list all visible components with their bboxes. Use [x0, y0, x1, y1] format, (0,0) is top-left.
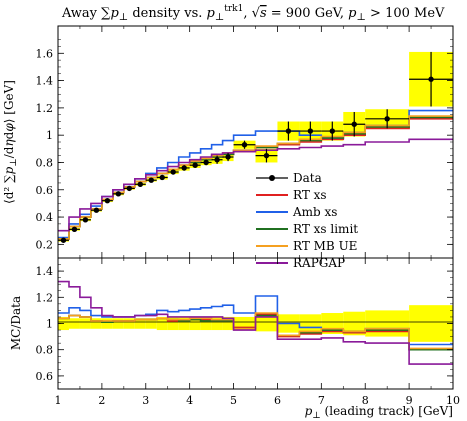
data-point	[428, 76, 434, 82]
x-tick-label: 9	[406, 394, 413, 407]
data-point	[115, 191, 122, 197]
main-y-tick-label: 1.6	[36, 47, 54, 60]
ratio-y-tick-label: 1	[46, 318, 53, 331]
ratio-band-bin	[222, 316, 234, 331]
ratio-y-axis-label: MC/Data	[9, 296, 23, 350]
x-tick-label: 5	[230, 394, 237, 407]
main-y-tick-label: 0.6	[36, 184, 54, 197]
ratio-series	[58, 280, 453, 365]
data-point	[307, 128, 314, 134]
ratio-band-bin	[178, 316, 190, 331]
ratio-frame	[57, 257, 454, 390]
x-tick-label: 3	[142, 394, 149, 407]
data-point	[203, 159, 209, 166]
x-tick-label: 10	[446, 394, 460, 407]
data-point	[351, 121, 357, 127]
main-y-tick-label: 1	[46, 129, 53, 142]
ratio-band-bin	[189, 316, 201, 331]
data-points	[58, 51, 453, 243]
main-y-tick-label: 0.8	[36, 156, 54, 169]
x-tick-label: 4	[186, 394, 193, 407]
ratio-band-bin	[167, 316, 179, 331]
main-y-tick-label: 0.4	[36, 211, 54, 224]
main-line-rt-xs	[58, 118, 453, 240]
ratio-line-rt-mb-ue	[58, 312, 453, 350]
legend-label-rt-xs-limit: RT xs limit	[293, 222, 358, 236]
data-point	[126, 185, 133, 192]
data-point	[285, 128, 292, 134]
data-point	[82, 217, 89, 223]
legend-item-rt-xs-limit: RT xs limit	[256, 222, 358, 236]
x-axis-label: p⊥ (leading track) [GeV]	[305, 404, 453, 421]
ratio-band-bin	[299, 314, 322, 333]
ratio-y-tick-label: 1.4	[36, 265, 54, 278]
data-point	[148, 177, 154, 183]
legend-label-data: Data	[293, 171, 322, 185]
main-y-tick-label: 1.2	[36, 102, 54, 115]
x-tick-label: 2	[98, 394, 105, 407]
ratio-band-bin	[156, 316, 168, 331]
ratio-band-bin	[112, 318, 124, 329]
data-point	[170, 169, 176, 175]
ratio-band-bin	[255, 315, 278, 332]
main-line-rapgap	[58, 138, 453, 232]
x-tick-label: 8	[362, 394, 369, 407]
legend-label-rapgap: RAPGAP	[293, 256, 345, 270]
y-axis-label: ⟨d² ∑p⊥/dηdφ⟩ [GeV]	[2, 80, 19, 204]
ratio-y-tick-label: 1.2	[36, 291, 54, 304]
ratio-panel: 1 2 3 4 5 6 7 8 9 10 0.6 0.8 1 1.2 1.4 MC/Data p⊥ (lea…	[9, 257, 460, 421]
x-tick-label: 6	[274, 394, 281, 407]
ratio-band-bin	[101, 318, 113, 329]
data-point	[181, 165, 187, 171]
data-point	[214, 157, 220, 163]
legend: Data RT xs Amb xs RT xs limit RT MB UE R…	[256, 171, 358, 270]
ratio-band-bin	[79, 318, 91, 329]
ratio-ticks: 1 2 3 4 5 6 7 8 9 10 0.6 0.8 1 1.2 1.4	[36, 258, 460, 407]
data-point	[71, 226, 78, 233]
ratio-y-tick-label: 0.8	[36, 344, 54, 357]
main-series	[58, 109, 453, 240]
x-tick-label: 7	[318, 394, 325, 407]
data-point	[384, 116, 390, 122]
ratio-band-bin	[90, 318, 102, 329]
main-line-amb-xs	[58, 109, 453, 239]
ratio-band-bin	[211, 316, 223, 331]
data-point	[192, 162, 198, 168]
data-point	[263, 152, 270, 159]
legend-item-rt-mb-ue: RT MB UE	[256, 239, 357, 253]
legend-label-amb-xs: Amb xs	[292, 205, 337, 219]
legend-label-rt-xs: RT xs	[293, 188, 327, 202]
main-y-tick-label: 0.2	[36, 238, 54, 251]
legend-item-data: Data	[256, 171, 322, 185]
data-point	[60, 237, 67, 243]
data-point	[159, 174, 165, 181]
data-point	[329, 128, 336, 134]
ratio-band-bin	[200, 316, 212, 331]
ratio-band-bin	[409, 305, 453, 342]
main-y-tick-label: 1.4	[36, 75, 54, 88]
ratio-y-tick-label: 0.6	[36, 370, 54, 383]
ratio-band-bin	[343, 311, 366, 336]
data-point	[104, 197, 111, 204]
ratio-band-bin	[145, 318, 157, 329]
legend-item-rapgap: RAPGAP	[256, 256, 345, 270]
ratio-band-bin	[68, 318, 80, 329]
data-point	[241, 142, 248, 148]
chart-title: Away ∑p⊥ density vs. p⊥trk1, √s = 900 Ge…	[61, 4, 445, 23]
legend-item-amb-xs: Amb xs	[256, 205, 337, 219]
legend-item-rt-xs: RT xs	[256, 188, 327, 202]
ratio-line-rapgap	[58, 280, 453, 365]
main-panel: 0.2 0.4 0.6 0.8 1 1.2 1.4 1.6 ⟨d² ∑p⊥/dηdφ⟩ [Ge…	[2, 25, 454, 259]
data-point	[93, 207, 100, 213]
ratio-band-bin	[365, 310, 410, 337]
legend-label-rt-mb-ue: RT MB UE	[293, 239, 357, 253]
ratio-band-bin	[123, 318, 135, 329]
ratio-band-bin	[134, 318, 146, 329]
data-point	[137, 181, 143, 188]
data-point	[225, 154, 231, 160]
x-tick-label: 1	[55, 394, 62, 407]
